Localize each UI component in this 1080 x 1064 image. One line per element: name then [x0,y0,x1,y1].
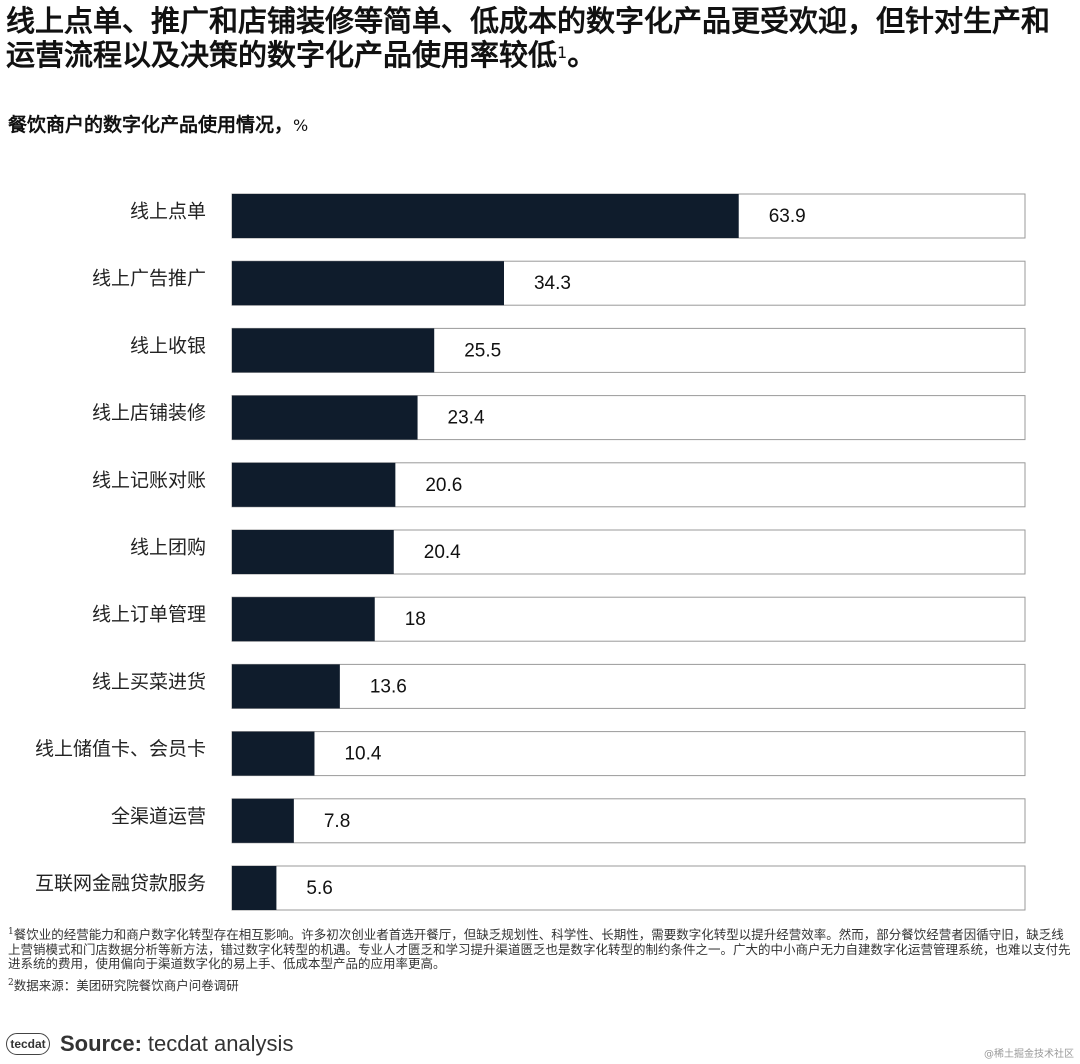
source-line: tecdat Source: tecdat analysis [6,1030,293,1058]
footnote-2-text: 数据来源：美团研究院餐饮商户问卷调研 [13,977,239,993]
title-footnote-marker: 1 [557,43,568,62]
value-label: 20.4 [424,542,461,563]
chart-subtitle-text: 餐饮商户的数字化产品使用情况， [8,114,294,136]
category-label: 线上记账对账 [92,469,206,491]
bar [232,664,340,709]
category-label: 线上收银 [130,335,206,357]
category-label: 线上买菜进货 [92,671,206,693]
footnote-1-marker: 1 [8,927,14,937]
value-label: 63.9 [769,206,806,227]
title-text: 线上点单、推广和店铺装修等简单、低成本的数字化产品更受欢迎，但针对生产和运营流程… [6,4,1051,72]
chart-unit: % [293,116,309,135]
category-label: 互联网金融贷款服务 [35,873,206,895]
page-title: 线上点单、推广和店铺装修等简单、低成本的数字化产品更受欢迎，但针对生产和运营流程… [6,4,1076,72]
chart-subtitle: 餐饮商户的数字化产品使用情况，% [8,110,308,137]
bar [232,261,504,306]
value-label: 5.6 [306,878,332,899]
value-label: 25.5 [464,340,501,361]
category-label: 线上广告推广 [92,268,206,290]
value-label: 10.4 [344,744,381,765]
category-label: 全渠道运营 [111,805,206,827]
bar [232,731,315,776]
source-text: tecdat analysis [147,1031,294,1056]
bar [232,194,739,238]
bar [232,530,394,574]
bar [232,866,277,910]
category-label: 线上储值卡、会员卡 [35,738,206,760]
bar-chart: 线上点单 63.9 线上广告推广 34.3 线上收银 25.5 线上店铺装修 23.4 线上记账… [35,193,1026,911]
footnote-1-text: 餐饮业的经营能力和商户数字化转型存在相互影响。许多初次创业者首选开餐厅，但缺乏规… [8,927,1071,972]
value-label: 18 [405,609,426,630]
value-label: 13.6 [370,676,407,697]
source-label: Source: [60,1031,142,1056]
footnote-2-marker: 2 [8,977,14,988]
value-label: 20.6 [425,475,462,496]
watermark: @稀土掘金技术社区 [984,1049,1074,1060]
bar [232,395,418,440]
value-label: 23.4 [448,408,485,429]
bar-track [231,865,1026,911]
category-label: 线上订单管理 [92,604,206,626]
title-end: 。 [567,38,597,72]
category-label: 线上店铺装修 [92,402,206,424]
bar-track [231,798,1026,844]
footnote-2: 2数据来源：美团研究院餐饮商户问卷调研 [8,976,1074,994]
bar-track [231,663,1026,709]
bar [232,798,294,843]
tecdat-logo: tecdat [6,1033,50,1055]
bar [232,597,375,642]
value-label: 34.3 [534,273,571,294]
footnote-1: 1餐饮业的经营能力和商户数字化转型存在相互影响。许多初次创业者首选开餐厅，但缺乏… [8,925,1074,972]
bar [232,328,435,373]
category-label: 线上点单 [130,201,206,223]
footnotes: 1餐饮业的经营能力和商户数字化转型存在相互影响。许多初次创业者首选开餐厅，但缺乏… [8,925,1074,997]
value-label: 7.8 [324,811,350,832]
category-label: 线上团购 [130,537,206,559]
bar [232,462,396,507]
